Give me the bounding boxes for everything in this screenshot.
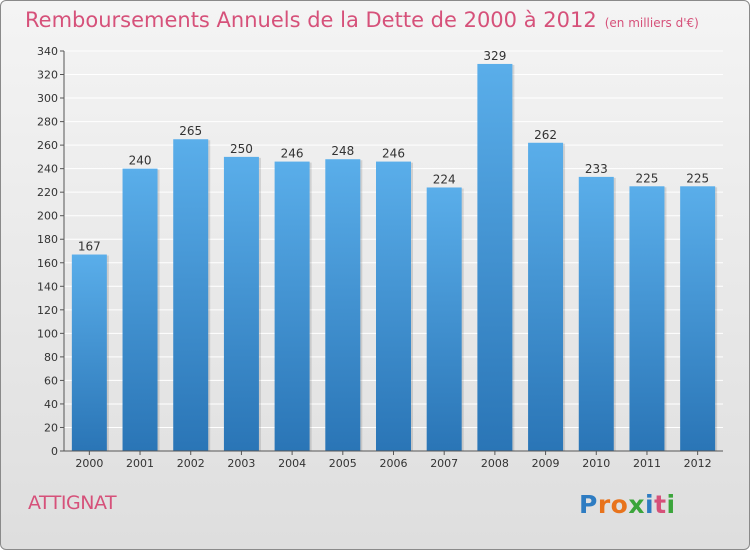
y-tick-label: 240 — [37, 163, 58, 176]
x-tick-label: 2009 — [532, 457, 560, 470]
bar — [122, 168, 158, 451]
bar-value-label: 225 — [686, 171, 709, 185]
bar — [578, 176, 614, 451]
y-tick-label: 140 — [37, 280, 58, 293]
logo-letter: i — [666, 490, 676, 519]
x-tick-label: 2002 — [177, 457, 205, 470]
bar — [426, 187, 462, 451]
bar — [274, 161, 310, 451]
y-tick-label: 320 — [37, 69, 58, 82]
bar-value-label: 329 — [483, 49, 506, 63]
chart-title-row: Remboursements Annuels de la Dette de 20… — [25, 8, 699, 32]
bar-value-label: 224 — [433, 172, 456, 186]
y-tick-label: 40 — [44, 398, 58, 411]
x-tick-label: 2005 — [329, 457, 357, 470]
bar — [173, 139, 209, 451]
bar — [477, 63, 513, 452]
bar-value-label: 167 — [78, 240, 101, 254]
y-tick-label: 260 — [37, 139, 58, 152]
x-tick-label: 2007 — [430, 457, 458, 470]
y-tick-label: 60 — [44, 374, 58, 387]
y-tick-label: 340 — [37, 45, 58, 58]
bars: 167 240 265 250 246 248 246 224 329 262 233 225 225 — [71, 49, 718, 452]
proxiti-logo: Proxiti — [579, 490, 676, 519]
bar-value-label: 246 — [382, 147, 405, 161]
y-tick-label: 220 — [37, 186, 58, 199]
logo-letter: x — [628, 490, 645, 519]
y-tick-label: 280 — [37, 116, 58, 129]
chart-title: Remboursements Annuels de la Dette de 20… — [25, 8, 597, 32]
x-tick-label: 2006 — [380, 457, 408, 470]
y-tick-label: 100 — [37, 327, 58, 340]
bar — [528, 142, 564, 451]
bar-value-label: 240 — [129, 154, 152, 168]
logo-letter: i — [645, 490, 655, 519]
x-tick-label: 2011 — [633, 457, 661, 470]
y-tick-label: 200 — [37, 210, 58, 223]
axes: 0 20 40 60 80 100 120 140 160 180 200 220 240 260 280 3… — [37, 45, 723, 470]
x-tick-label: 2008 — [481, 457, 509, 470]
y-tick-label: 120 — [37, 304, 58, 317]
bar — [376, 161, 411, 451]
bar-value-label: 262 — [534, 128, 557, 142]
x-tick-label: 2000 — [75, 457, 103, 470]
y-tick-label: 80 — [44, 351, 58, 364]
bar-value-label: 250 — [230, 142, 253, 156]
y-tick-label: 160 — [37, 257, 58, 270]
x-tick-label: 2004 — [278, 457, 306, 470]
bar — [325, 159, 361, 451]
bar-value-label: 265 — [179, 124, 202, 138]
bar — [680, 186, 716, 451]
x-tick-label: 2001 — [126, 457, 154, 470]
x-tick-label: 2012 — [684, 457, 712, 470]
logo-letter: r — [597, 490, 611, 519]
chart-subtitle: (en milliers d'€) — [604, 16, 699, 30]
city-name: ATTIGNAT — [28, 492, 117, 514]
bar-value-label: 225 — [636, 171, 659, 185]
bar-value-label: 233 — [585, 162, 608, 176]
logo-letter: P — [579, 490, 598, 519]
logo-letter: o — [610, 490, 629, 519]
bar — [629, 186, 665, 451]
logo-letter: t — [654, 490, 667, 519]
bar-value-label: 246 — [281, 147, 304, 161]
y-tick-label: 0 — [51, 445, 58, 458]
y-tick-label: 300 — [37, 92, 58, 105]
x-tick-label: 2003 — [227, 457, 255, 470]
y-tick-label: 20 — [44, 421, 58, 434]
x-tick-label: 2010 — [582, 457, 610, 470]
bar — [71, 254, 107, 451]
bar-value-label: 248 — [331, 144, 354, 158]
bar — [223, 156, 259, 451]
y-tick-label: 180 — [37, 233, 58, 246]
